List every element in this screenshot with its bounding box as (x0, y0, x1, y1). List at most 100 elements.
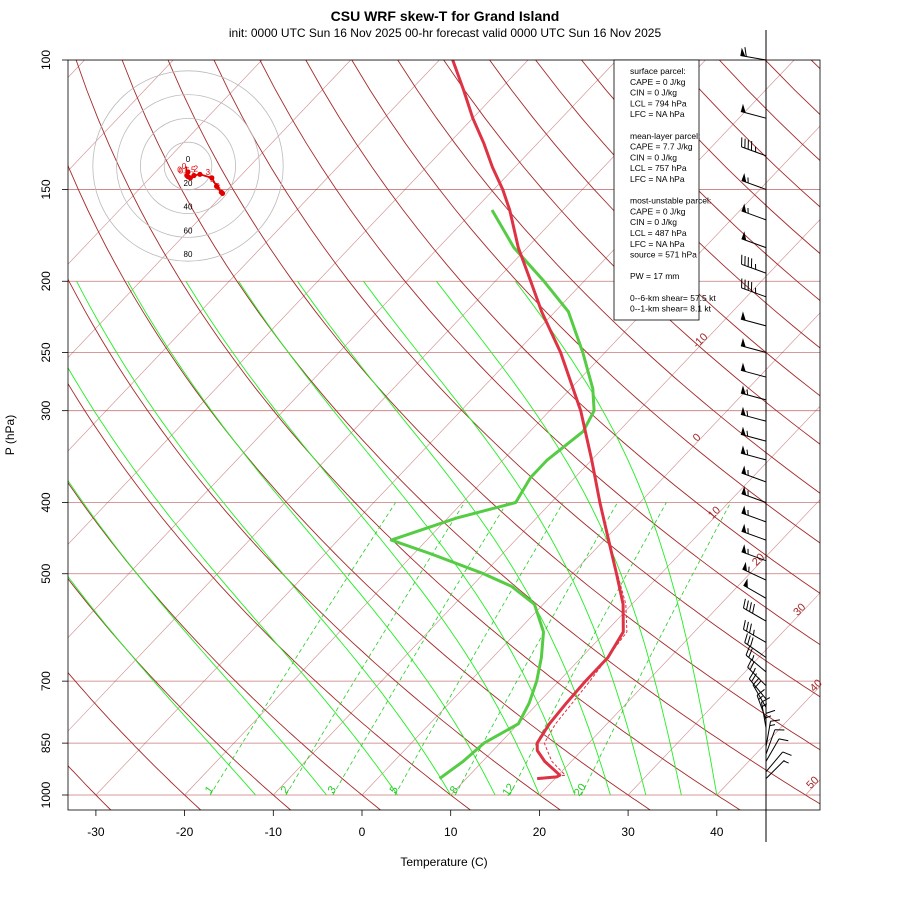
isotherm-label: 50 (804, 774, 821, 791)
mixing-ratio-label: 5 (388, 784, 401, 796)
pressure-tick-label: 1000 (39, 781, 53, 808)
mixing-ratio-label: 3 (326, 784, 339, 796)
dry-adiabat-line (168, 60, 900, 811)
wind-barb-staff (741, 453, 766, 460)
pressure-tick-label: 700 (39, 671, 53, 691)
wind-barb-full (747, 622, 749, 631)
pressure-tick-label: 300 (39, 400, 53, 420)
temperature-tick-label: -30 (87, 825, 105, 839)
hodograph-ring-label: 80 (184, 250, 193, 259)
wind-barb-full (743, 620, 745, 629)
pressure-tick-label: 250 (39, 342, 53, 362)
wind-barb-staff (766, 752, 783, 772)
chart-subtitle: init: 0000 UTC Sun 16 Nov 2025 00-hr for… (229, 26, 662, 40)
dry-adiabat-line (811, 60, 900, 811)
wind-barb-full (783, 752, 792, 755)
chart-title: CSU WRF skew-T for Grand Island (331, 8, 560, 24)
wind-barb-full (743, 599, 745, 608)
wind-barb-staff (742, 531, 766, 540)
stats-line: LCL = 794 hPa (630, 98, 687, 108)
temperature-tick-label: 40 (710, 825, 724, 839)
wind-barb-full (750, 624, 752, 633)
isotherm-line (0, 60, 528, 795)
wind-barb-half (747, 411, 748, 416)
wind-barb-full (753, 604, 755, 613)
stats-line: CAPE = 0 J/kg (630, 77, 686, 87)
stats-line: mean-layer parcel: (630, 131, 700, 141)
wind-barb-staff (742, 211, 766, 220)
stats-line: LCL = 487 hPa (630, 228, 687, 238)
isotherm-line (539, 60, 900, 795)
wind-barb-staff (741, 111, 766, 118)
pressure-tick-label: 100 (39, 50, 53, 70)
wind-barb-full (750, 602, 752, 611)
dry-adiabat-line (673, 60, 900, 811)
wind-barb-flag (741, 385, 746, 394)
stats-line: LCL = 757 hPa (630, 163, 687, 173)
dry-adiabat-line (719, 60, 900, 811)
dry-adiabat-line (30, 60, 651, 811)
mixing-ratio-label: 20 (572, 782, 589, 799)
temperature-tick-label: -10 (265, 825, 283, 839)
wind-barb-staff (742, 147, 766, 156)
wind-barb-staff (743, 585, 766, 598)
x-axis-label: Temperature (C) (400, 855, 487, 869)
wind-barb-flag (741, 445, 746, 454)
wind-barb-full (779, 739, 788, 741)
wind-barb-staff (742, 494, 766, 503)
stats-line: 0--1-km shear= 8.1 kt (630, 304, 712, 314)
hodograph-ring-label: 0 (186, 155, 191, 164)
wind-barb-half (770, 725, 775, 726)
temperature-tick-label: 10 (444, 825, 458, 839)
stats-line: surface parcel: (630, 66, 686, 76)
wind-barb-flag (741, 311, 746, 320)
isotherm-label: 30 (791, 601, 808, 618)
wind-barb-full (750, 638, 753, 647)
stats-line: CAPE = 0 J/kg (630, 206, 686, 216)
wind-barb-flag (741, 363, 746, 372)
stats-line: LFC = NA hPa (630, 109, 685, 119)
dry-adiabat-line (306, 60, 900, 811)
moist-adiabat-line (515, 281, 716, 795)
wind-barb-half (752, 655, 754, 660)
parcel-profile-line (537, 574, 627, 779)
isotherm-line (7, 60, 705, 795)
isotherm-label: 10 (706, 504, 723, 521)
hodograph-level-label: 6 (216, 183, 221, 192)
temperature-tick-label: 0 (359, 825, 366, 839)
pressure-tick-label: 400 (39, 492, 53, 512)
moist-adiabat-line (23, 281, 398, 795)
temperature-tick-label: 20 (533, 825, 547, 839)
moist-adiabat-line (364, 281, 646, 795)
wind-barb-staff (742, 239, 766, 248)
dry-adiabat-line (765, 60, 900, 811)
pressure-tick-label: 500 (39, 563, 53, 583)
y-axis-label: P (hPa) (3, 415, 17, 455)
wind-barb-staff (742, 513, 766, 522)
wind-barb-staff (742, 264, 766, 273)
wind-barb-half (747, 431, 748, 436)
stats-line: LFC = NA hPa (630, 239, 685, 249)
moist-adiabat-line (186, 281, 540, 795)
stats-line: LFC = NA hPa (630, 174, 685, 184)
wind-barb-half (753, 630, 754, 635)
wind-barb-staff (741, 393, 766, 400)
wind-barb-staff (742, 473, 766, 482)
stats-line: CIN = 0 J/kg (630, 217, 677, 227)
hodograph-ring-label: 60 (184, 226, 193, 235)
stats-line: 0--6-km shear= 57.5 kt (630, 293, 716, 303)
isotherm-label: -10 (691, 331, 711, 351)
mixing-ratio-line (210, 503, 396, 796)
moist-adiabat-line (239, 281, 575, 795)
wind-barb-staff (743, 608, 766, 621)
wind-barb-full (747, 601, 749, 610)
hodograph-ring-label: 40 (184, 203, 193, 212)
dry-adiabat-line (214, 60, 900, 811)
wind-barb-full (748, 635, 751, 644)
mixing-ratio-line (581, 503, 730, 796)
pressure-tick-label: 850 (39, 733, 53, 753)
mixing-ratio-label: 12 (500, 782, 517, 799)
